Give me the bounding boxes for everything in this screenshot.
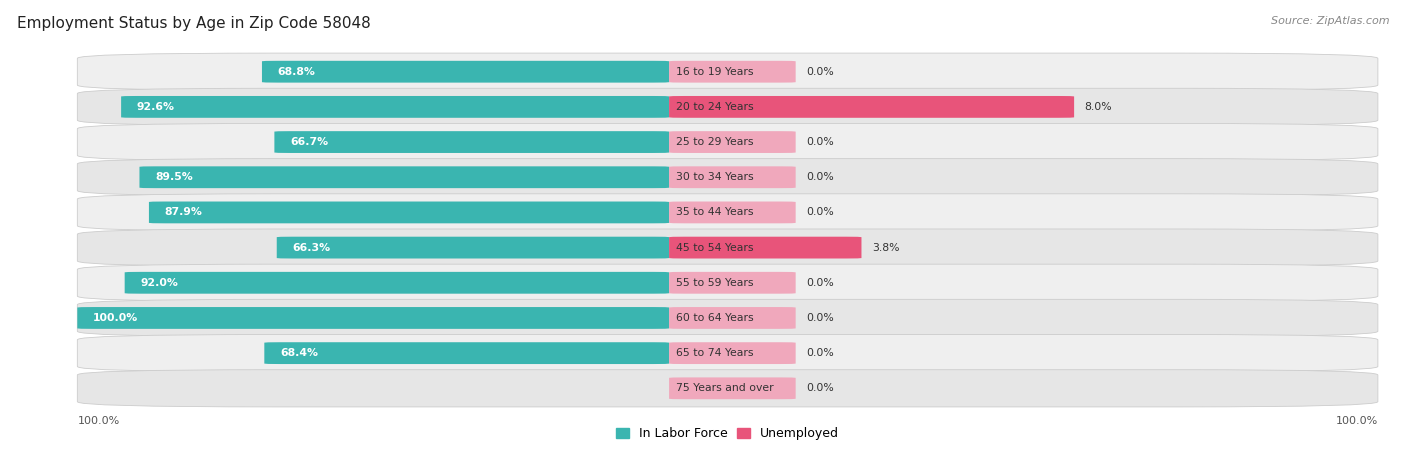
- FancyBboxPatch shape: [264, 342, 669, 364]
- FancyBboxPatch shape: [274, 131, 669, 153]
- Text: 68.8%: 68.8%: [277, 67, 315, 77]
- FancyBboxPatch shape: [139, 166, 669, 188]
- Text: 100.0%: 100.0%: [93, 313, 138, 323]
- Text: 92.6%: 92.6%: [136, 102, 174, 112]
- FancyBboxPatch shape: [669, 342, 796, 364]
- FancyBboxPatch shape: [77, 229, 1378, 266]
- Text: 0.0%: 0.0%: [806, 278, 834, 288]
- Text: 0.0%: 0.0%: [806, 383, 834, 393]
- Text: 20 to 24 Years: 20 to 24 Years: [669, 102, 761, 112]
- Text: 75 Years and over: 75 Years and over: [669, 383, 780, 393]
- FancyBboxPatch shape: [277, 237, 669, 258]
- Text: 0.0%: 0.0%: [806, 67, 834, 77]
- Legend: In Labor Force, Unemployed: In Labor Force, Unemployed: [612, 423, 844, 446]
- FancyBboxPatch shape: [77, 299, 1378, 336]
- Text: Employment Status by Age in Zip Code 58048: Employment Status by Age in Zip Code 580…: [17, 16, 371, 31]
- FancyBboxPatch shape: [669, 307, 796, 329]
- FancyBboxPatch shape: [77, 88, 1378, 125]
- Text: 0.0%: 0.0%: [806, 313, 834, 323]
- FancyBboxPatch shape: [669, 237, 862, 258]
- FancyBboxPatch shape: [669, 166, 796, 188]
- Text: 92.0%: 92.0%: [141, 278, 179, 288]
- FancyBboxPatch shape: [77, 159, 1378, 196]
- Text: 8.0%: 8.0%: [1084, 102, 1112, 112]
- Text: 35 to 44 Years: 35 to 44 Years: [669, 207, 761, 217]
- Text: 66.3%: 66.3%: [292, 243, 330, 253]
- Text: 65 to 74 Years: 65 to 74 Years: [669, 348, 761, 358]
- Text: Source: ZipAtlas.com: Source: ZipAtlas.com: [1271, 16, 1389, 26]
- FancyBboxPatch shape: [77, 370, 1378, 407]
- Text: 66.7%: 66.7%: [290, 137, 328, 147]
- FancyBboxPatch shape: [77, 264, 1378, 301]
- Text: 3.8%: 3.8%: [872, 243, 900, 253]
- Text: 100.0%: 100.0%: [1336, 416, 1378, 426]
- Text: 16 to 19 Years: 16 to 19 Years: [669, 67, 761, 77]
- FancyBboxPatch shape: [669, 61, 796, 83]
- Text: 55 to 59 Years: 55 to 59 Years: [669, 278, 761, 288]
- Text: 87.9%: 87.9%: [165, 207, 202, 217]
- Text: 60 to 64 Years: 60 to 64 Years: [669, 313, 761, 323]
- Text: 30 to 34 Years: 30 to 34 Years: [669, 172, 761, 182]
- FancyBboxPatch shape: [77, 194, 1378, 231]
- FancyBboxPatch shape: [669, 202, 796, 223]
- Text: 0.0%: 0.0%: [806, 207, 834, 217]
- FancyBboxPatch shape: [149, 202, 669, 223]
- Text: 25 to 29 Years: 25 to 29 Years: [669, 137, 761, 147]
- Text: 68.4%: 68.4%: [280, 348, 318, 358]
- FancyBboxPatch shape: [77, 53, 1378, 90]
- FancyBboxPatch shape: [77, 335, 1378, 372]
- FancyBboxPatch shape: [121, 96, 669, 118]
- Text: 100.0%: 100.0%: [77, 416, 120, 426]
- FancyBboxPatch shape: [669, 96, 1074, 118]
- Text: 0.0%: 0.0%: [806, 172, 834, 182]
- Text: 89.5%: 89.5%: [155, 172, 193, 182]
- Text: 0.0%: 0.0%: [806, 348, 834, 358]
- FancyBboxPatch shape: [262, 61, 669, 83]
- Text: 45 to 54 Years: 45 to 54 Years: [669, 243, 761, 253]
- FancyBboxPatch shape: [669, 131, 796, 153]
- Text: 0.0%: 0.0%: [806, 137, 834, 147]
- FancyBboxPatch shape: [77, 124, 1378, 161]
- FancyBboxPatch shape: [77, 307, 669, 329]
- FancyBboxPatch shape: [669, 377, 796, 399]
- FancyBboxPatch shape: [125, 272, 669, 294]
- FancyBboxPatch shape: [669, 272, 796, 294]
